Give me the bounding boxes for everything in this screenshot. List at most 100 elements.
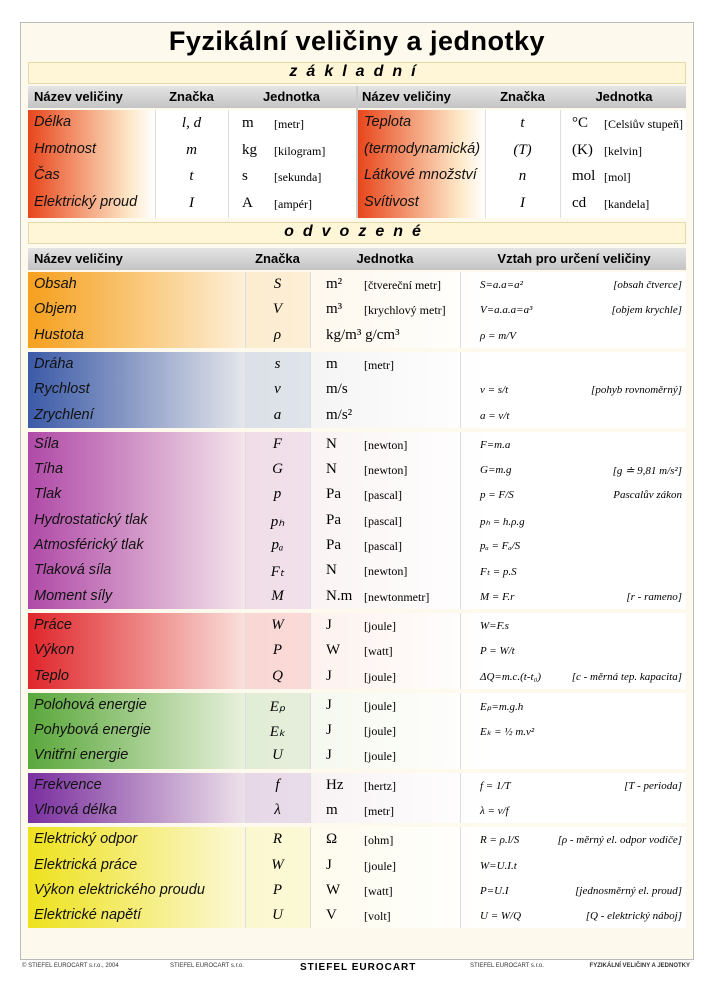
unit: m/s <box>326 381 348 398</box>
unit: J <box>326 667 332 684</box>
quantity-name: Tíha <box>34 461 64 478</box>
col-sep <box>485 110 486 218</box>
name-bg <box>28 351 245 428</box>
unit: J <box>326 747 332 764</box>
col-sep <box>560 110 561 218</box>
unit: W <box>326 642 341 659</box>
symbol: Fₜ <box>270 564 285 581</box>
note: [Q - elektrický náboj] <box>585 910 682 923</box>
formula: p = F/S <box>480 489 514 502</box>
unit: kg <box>242 141 257 158</box>
symbol: f <box>275 776 280 793</box>
unit: W <box>326 881 341 898</box>
unit-name: [newton] <box>364 437 408 452</box>
unit: J <box>326 856 332 873</box>
quantity-name: Vnitřní energie <box>34 747 129 764</box>
header-cell: Název veličiny <box>34 251 123 266</box>
quantity-name: Síla <box>34 435 59 452</box>
name-bg <box>28 110 155 218</box>
footer-text: © STIEFEL EUROCART s.r.o., 2004 <box>22 963 119 969</box>
unit-name: [joule] <box>364 858 396 873</box>
logo: STIEFEL EUROCART <box>300 962 417 973</box>
header-cell: Název veličiny <box>362 89 451 104</box>
quantity-name: Dráha <box>34 355 74 372</box>
quantity-name: Elektrický odpor <box>34 831 138 848</box>
quantity-name: Hustota <box>34 326 84 343</box>
formula: a = v/t <box>480 409 510 422</box>
quantity-name: Zrychlení <box>34 406 94 423</box>
symbol: W <box>271 856 284 873</box>
name-bg <box>28 272 245 348</box>
unit: N <box>326 435 337 452</box>
unit-name: [metr] <box>274 117 304 131</box>
unit-name: [čtvereční metr] <box>364 278 441 292</box>
formula: M = F.r <box>480 590 515 603</box>
formula: F=m.a <box>480 438 511 451</box>
note: [ρ - měrný el. odpor vodiče] <box>557 834 682 847</box>
unit: A <box>242 194 253 211</box>
unit-name: [mol] <box>604 170 631 184</box>
section-bar <box>28 222 686 244</box>
symbol: Q <box>272 667 283 684</box>
symbol: t <box>520 115 525 131</box>
col-sep <box>245 827 246 929</box>
unit-name: [pascal] <box>364 488 402 503</box>
symbol: n <box>518 168 527 184</box>
col-sep <box>460 692 461 769</box>
formula: pₕ = h.ρ.g <box>480 515 525 528</box>
unit: Pa <box>326 537 341 553</box>
symbol: F <box>272 435 283 452</box>
col-sep <box>228 110 229 218</box>
quantity-name: (termodynamická) <box>364 140 481 157</box>
quantity-name: Práce <box>34 616 72 633</box>
col-sep <box>245 612 246 689</box>
unit-name: [kilogram] <box>274 143 326 158</box>
unit: m/s² <box>326 406 353 423</box>
header-cell: Značka <box>500 89 545 104</box>
unit: N.m <box>326 587 353 604</box>
formula: W=F.s <box>480 619 509 632</box>
quantity-name: Svítivost <box>364 193 419 210</box>
note: [g ≐ 9,81 m/s²] <box>612 465 682 478</box>
quantity-name: Čas <box>34 167 60 183</box>
unit: m <box>242 115 254 131</box>
unit-name: [joule] <box>364 618 396 633</box>
unit: (K) <box>572 141 593 158</box>
footer-text: STIEFEL EUROCART s.r.o. <box>470 963 544 969</box>
formula: Eₚ=m.g.h <box>480 700 524 713</box>
unit: J <box>326 616 332 633</box>
unit: Pa <box>326 511 341 528</box>
col-sep <box>310 612 311 689</box>
symbol: pₐ <box>271 537 284 553</box>
unit-name: [metr] <box>364 804 394 818</box>
header-cell: Jednotka <box>595 89 653 104</box>
footer-text: STIEFEL EUROCART s.r.o. <box>170 963 244 969</box>
symbol: s <box>274 355 281 372</box>
header-cell: Jednotka <box>356 251 414 266</box>
symbol-bg <box>245 272 310 348</box>
name-bg <box>28 772 245 824</box>
quantity-name: Látkové množství <box>364 167 477 183</box>
unit-name: [ohm] <box>364 833 394 848</box>
unit-name: [ampér] <box>274 196 312 211</box>
unit: Hz <box>326 776 344 793</box>
name-bg <box>28 612 245 689</box>
symbol: (T) <box>513 141 532 158</box>
quantity-name: Polohová energie <box>34 696 147 713</box>
section-label: odvozené <box>284 223 430 240</box>
symbol: I <box>520 194 525 211</box>
symbol-bg <box>245 772 310 824</box>
symbol: W <box>271 616 284 633</box>
title: Fyzikální veličiny a jednotky <box>168 26 546 56</box>
unit: m <box>326 355 338 372</box>
symbol-bg <box>245 431 310 609</box>
name-bg <box>28 827 245 929</box>
symbol: Eₖ <box>269 724 286 741</box>
unit-name: [sekunda] <box>274 170 322 184</box>
unit-name: [newton] <box>364 463 408 478</box>
header-bar <box>28 248 686 270</box>
symbol: V <box>272 301 283 318</box>
header-cell: Název veličiny <box>34 89 123 104</box>
col-sep <box>460 431 461 609</box>
quantity-name: Pohybová energie <box>34 722 151 739</box>
